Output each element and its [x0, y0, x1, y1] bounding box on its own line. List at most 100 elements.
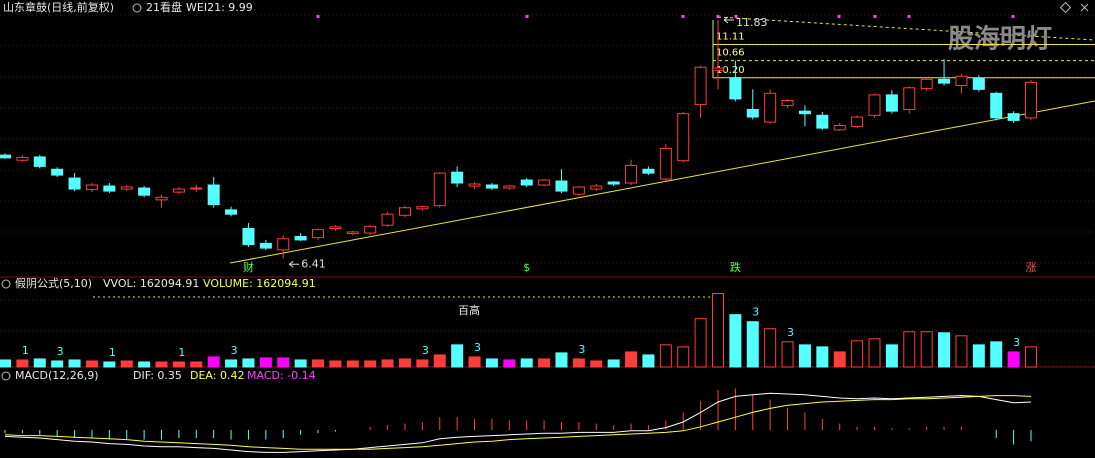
candle-body	[729, 77, 742, 100]
candle-body	[851, 116, 864, 127]
legend-entry: VOLUME: 162094.91	[203, 277, 316, 290]
legend-entry: DEA: 0.42	[190, 369, 244, 382]
candle-body	[381, 213, 394, 226]
marker	[1011, 15, 1015, 18]
candle-body	[659, 148, 672, 180]
volume-bar	[103, 361, 116, 368]
high-label: 11.83	[736, 16, 768, 29]
level-label: 10.20	[716, 65, 745, 76]
volume-bar	[416, 359, 429, 368]
marker	[525, 15, 529, 18]
annotation: 百高	[458, 303, 480, 317]
legend-entry: MACD: -0.14	[247, 369, 316, 382]
candle-body	[312, 229, 325, 239]
candle-body	[572, 186, 585, 195]
volume-bar	[364, 360, 377, 368]
icon[interactable]	[1, 279, 11, 289]
candle-body	[955, 75, 968, 86]
candle-body	[346, 231, 359, 235]
volume-bar	[468, 356, 481, 368]
legend-entry: DIF: 0.35	[133, 369, 182, 382]
candle-body	[642, 168, 655, 174]
volume-bar	[972, 344, 985, 368]
icon[interactable]	[132, 3, 142, 13]
candle-body	[746, 109, 759, 118]
candle-body	[1025, 81, 1038, 119]
candle-body	[0, 154, 11, 159]
event-label: 跌	[730, 260, 741, 274]
volume-bar	[851, 340, 864, 368]
volume-bar	[190, 361, 203, 368]
volume-bar	[259, 357, 272, 368]
candle-body	[242, 228, 255, 246]
volume-bar	[572, 358, 585, 368]
candle-body	[816, 114, 829, 129]
candle-body	[938, 78, 951, 84]
candle-body	[903, 87, 916, 111]
volume-bar	[51, 360, 64, 368]
candle-body	[451, 171, 464, 184]
volume-bar	[538, 358, 551, 368]
level-label: 11.11	[716, 32, 745, 43]
candle-body	[225, 209, 238, 215]
volume-bar	[172, 361, 185, 368]
candle-body	[259, 242, 272, 249]
candle-body	[972, 78, 985, 90]
candle-body	[920, 78, 933, 90]
volume-bar	[503, 359, 516, 368]
volume-bar	[938, 332, 951, 368]
macd-line	[4, 395, 1032, 450]
candle-body	[485, 184, 498, 189]
icon[interactable]	[1, 371, 11, 381]
volume-bar	[694, 318, 707, 368]
candle-body	[590, 185, 603, 190]
close-icon[interactable]	[1080, 3, 1089, 12]
candle-body	[990, 92, 1003, 119]
trend-line	[229, 100, 1095, 264]
volume-bar	[955, 335, 968, 368]
volume-bar	[816, 346, 829, 368]
candle-body	[555, 180, 568, 192]
candle-body	[503, 185, 516, 189]
candle-body	[833, 125, 846, 131]
candle-body	[398, 207, 411, 216]
candle-body	[868, 94, 881, 116]
candle-body	[120, 186, 133, 190]
marker	[716, 15, 720, 18]
signal-label: 3	[578, 343, 585, 356]
arrow	[723, 16, 734, 24]
candle-body	[85, 184, 98, 191]
volume-bar	[85, 360, 98, 368]
candle-body	[781, 100, 794, 106]
trend-line	[717, 16, 1095, 41]
candle-body	[520, 179, 533, 186]
volume-bar	[120, 360, 133, 368]
volume-bar	[903, 331, 916, 368]
candle-body	[885, 94, 898, 112]
volume-bar	[746, 321, 759, 368]
volume-bar	[329, 360, 342, 368]
subtitle: 21看盘	[146, 0, 182, 14]
volume-bar	[555, 352, 568, 368]
volume-bar	[433, 354, 446, 368]
signal-label: 1	[22, 344, 29, 357]
volume-bar	[833, 351, 846, 368]
pane-title: 假阴公式(5,10)	[15, 276, 92, 290]
icon[interactable]	[1059, 1, 1072, 14]
volume-bar	[0, 359, 11, 368]
indicator: WEI21: 9.99	[186, 1, 253, 14]
signal-label: 3	[787, 326, 794, 339]
signal-label: 1	[178, 346, 185, 359]
signal-label: 3	[57, 345, 64, 358]
candle-body	[103, 185, 116, 192]
candle-body	[16, 156, 29, 161]
low-label: 6.41	[301, 257, 326, 270]
watermark: 股海明灯	[948, 25, 1052, 55]
volume-bar	[1007, 351, 1020, 368]
candle-body	[538, 179, 551, 186]
volume-bar	[155, 361, 168, 368]
marker	[907, 15, 911, 18]
volume-bar	[625, 351, 638, 368]
volume-bar	[868, 338, 881, 368]
